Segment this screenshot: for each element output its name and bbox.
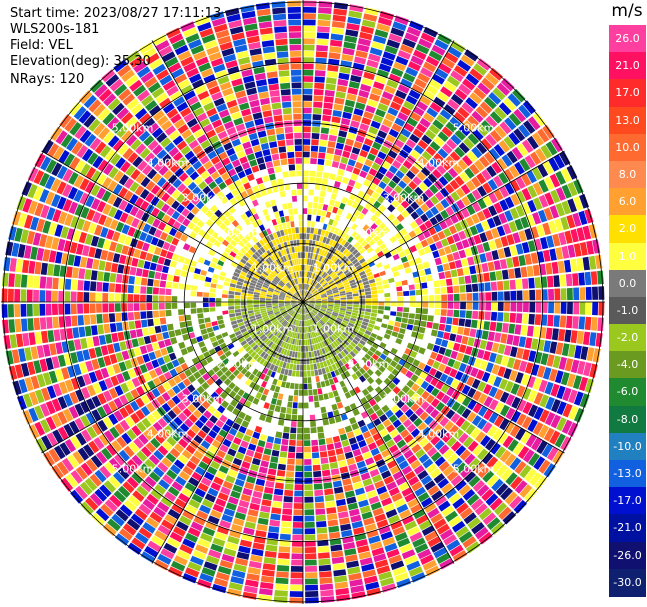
colorbar-bin bbox=[609, 514, 646, 543]
colorbar-bin bbox=[609, 405, 646, 434]
ring-label: 3.00km bbox=[182, 392, 224, 405]
ring-label: 1.00km bbox=[313, 262, 355, 275]
scan-info: Start time: 2023/08/27 17:11:13 WLS200s-… bbox=[10, 6, 221, 88]
colorbar-tick-label: -30.0 bbox=[613, 575, 642, 589]
colorbar-bin bbox=[609, 160, 646, 190]
colorbar-tick-label: -17.0 bbox=[613, 494, 642, 508]
colorbar-tick-label: -4.0 bbox=[616, 358, 639, 372]
azimuth-spoke bbox=[41, 150, 304, 303]
ring-label: 4.00km bbox=[418, 157, 460, 170]
colorbar: m/s 26.0 21.0 17.0 13.0 10.0 8.0 6.0 2.0 1.0 0.0 -… bbox=[607, 0, 647, 607]
colorbar-tick-label: 26.0 bbox=[615, 32, 640, 45]
azimuth-spoke bbox=[41, 301, 304, 454]
ring-label: 1.00km bbox=[313, 322, 355, 335]
azimuth-spoke bbox=[302, 301, 565, 454]
ring-label: 1.00km bbox=[252, 322, 294, 335]
ring-label: 5.00km bbox=[453, 463, 495, 476]
ring-label: 4.00km bbox=[147, 157, 189, 170]
colorbar-bin bbox=[609, 541, 646, 570]
ring-label: 2.00km bbox=[348, 227, 390, 240]
colorbar-tick-label: 0.0 bbox=[618, 276, 637, 290]
colorbar-tick-label: -1.0 bbox=[616, 303, 639, 317]
colorbar-tick-label: -10.0 bbox=[613, 439, 642, 453]
colorbar-bin bbox=[609, 296, 646, 326]
colorbar-tick-label: 21.0 bbox=[615, 59, 640, 73]
elevation-text: Elevation(deg): 35.30 bbox=[10, 54, 151, 69]
ring-label: 3.00km bbox=[182, 192, 224, 205]
colorbar-tick-label: 17.0 bbox=[615, 86, 640, 100]
colorbar-bin bbox=[609, 324, 646, 353]
colorbar-tick-label: 8.0 bbox=[618, 167, 637, 181]
azimuth-spoke bbox=[302, 40, 455, 303]
colorbar-bin bbox=[609, 460, 646, 489]
colorbar-bin bbox=[609, 269, 646, 298]
start-time-text: Start time: 2023/08/27 17:11:13 bbox=[10, 6, 222, 21]
field-text: Field: VEL bbox=[10, 38, 73, 53]
ring-label: 2.00km bbox=[348, 357, 390, 370]
ring-label: 3.00km bbox=[383, 392, 425, 405]
colorbar-bin bbox=[609, 25, 646, 54]
colorbar-bin bbox=[609, 106, 646, 135]
colorbar-unit: m/s bbox=[611, 1, 643, 21]
ring-label: 4.00km bbox=[147, 427, 189, 440]
ring-label: 2.00km bbox=[217, 357, 259, 370]
azimuth-spoke bbox=[302, 150, 565, 303]
ring-label: 5.00km bbox=[453, 122, 495, 135]
ring-label: 4.00km bbox=[418, 427, 460, 440]
colorbar-bin bbox=[609, 432, 646, 462]
colorbar-bin bbox=[609, 568, 646, 597]
nrays-text: NRays: 120 bbox=[10, 72, 85, 87]
colorbar-tick-label: 1.0 bbox=[618, 249, 637, 263]
colorbar-tick-label: -6.0 bbox=[616, 385, 639, 399]
colorbar-bin bbox=[609, 351, 646, 380]
colorbar-tick-label: -26.0 bbox=[613, 548, 642, 562]
colorbar-bin bbox=[609, 133, 646, 162]
ring-label: 2.00km bbox=[217, 227, 259, 240]
colorbar-tick-label: -8.0 bbox=[616, 412, 639, 426]
colorbar-bins bbox=[609, 25, 646, 597]
colorbar-bin bbox=[609, 487, 646, 516]
ppi-range-gates bbox=[1, 0, 605, 604]
azimuth-spoke bbox=[151, 40, 304, 303]
colorbar-tick-label: 13.0 bbox=[615, 113, 640, 127]
colorbar-tick-label: 2.0 bbox=[618, 222, 637, 236]
azimuth-spoke bbox=[151, 301, 304, 564]
instrument-text: WLS200s-181 bbox=[10, 22, 100, 37]
azimuth-spoke bbox=[302, 301, 455, 564]
ppi-scan-plot: 1.00km 1.00km 1.00km 1.00km 2.00km 2.00km 2.00… bbox=[1, 0, 605, 604]
colorbar-tick-label: -21.0 bbox=[613, 521, 642, 535]
ring-label: 5.00km bbox=[112, 463, 154, 476]
ring-label: 1.00km bbox=[252, 262, 294, 275]
colorbar-bin bbox=[609, 188, 646, 217]
ring-label: 3.00km bbox=[383, 192, 425, 205]
colorbar-tick-label: 10.0 bbox=[615, 140, 640, 154]
colorbar-bin bbox=[609, 79, 646, 108]
colorbar-tick-label: -2.0 bbox=[616, 331, 639, 345]
colorbar-bin bbox=[609, 378, 646, 407]
colorbar-bin bbox=[609, 242, 646, 271]
colorbar-tick-label: -13.0 bbox=[613, 467, 642, 481]
ring-label: 5.00km bbox=[112, 122, 154, 135]
colorbar-tick-label: 6.0 bbox=[618, 195, 637, 209]
colorbar-bin bbox=[609, 215, 646, 244]
colorbar-bin bbox=[609, 52, 646, 81]
